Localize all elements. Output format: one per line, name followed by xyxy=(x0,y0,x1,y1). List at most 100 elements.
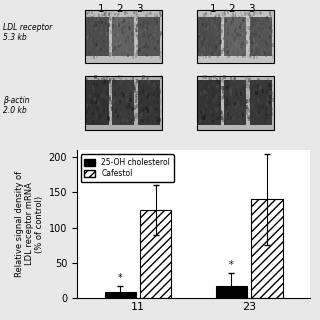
Bar xyxy=(98,79,100,83)
Bar xyxy=(136,34,138,37)
Bar xyxy=(206,37,208,41)
Bar xyxy=(212,107,215,111)
Bar xyxy=(154,109,156,113)
Bar xyxy=(233,94,236,98)
Bar xyxy=(230,86,232,90)
Bar xyxy=(116,28,118,31)
Bar xyxy=(127,20,129,24)
Bar xyxy=(258,107,260,111)
Bar xyxy=(92,111,94,115)
Bar xyxy=(155,97,157,100)
Bar xyxy=(124,26,126,29)
Bar xyxy=(149,106,152,110)
Bar xyxy=(256,39,258,43)
Bar xyxy=(212,94,214,98)
Bar xyxy=(149,24,151,28)
Bar xyxy=(117,115,119,118)
Bar xyxy=(136,25,138,29)
Bar xyxy=(142,75,145,79)
Bar xyxy=(207,108,209,112)
Bar xyxy=(158,21,160,25)
Bar xyxy=(90,45,92,49)
Bar xyxy=(92,24,94,27)
Bar xyxy=(244,47,245,50)
Bar xyxy=(128,53,130,57)
Bar xyxy=(198,35,200,38)
Bar xyxy=(140,83,142,87)
Bar xyxy=(209,100,212,104)
Bar xyxy=(268,23,269,27)
Bar xyxy=(255,40,257,44)
Bar xyxy=(158,80,160,84)
Bar xyxy=(129,98,132,102)
Bar xyxy=(226,40,228,44)
Bar xyxy=(237,114,239,118)
Bar xyxy=(98,14,100,17)
Bar xyxy=(226,32,228,35)
Bar xyxy=(254,18,256,22)
Bar xyxy=(131,106,133,109)
Bar xyxy=(131,32,133,35)
Bar xyxy=(202,23,204,27)
Bar xyxy=(90,22,92,25)
Bar xyxy=(245,100,247,104)
Bar xyxy=(223,115,226,119)
Bar xyxy=(112,17,134,56)
Bar xyxy=(263,52,265,55)
Bar xyxy=(232,104,234,108)
Bar xyxy=(138,81,140,85)
Bar xyxy=(221,24,223,28)
Bar xyxy=(125,24,127,28)
Bar xyxy=(265,45,267,49)
Bar xyxy=(226,16,228,20)
Bar xyxy=(222,118,224,122)
Bar xyxy=(144,35,146,39)
Bar xyxy=(247,78,249,82)
Bar xyxy=(225,80,228,84)
Bar xyxy=(135,95,137,99)
Bar xyxy=(249,44,251,48)
Bar xyxy=(92,112,94,116)
Bar xyxy=(253,90,256,93)
Bar xyxy=(95,114,98,118)
Bar xyxy=(136,14,138,17)
Bar xyxy=(129,18,131,22)
Bar xyxy=(255,21,257,25)
Bar xyxy=(98,101,100,105)
Bar xyxy=(238,25,240,29)
Bar xyxy=(149,113,152,117)
Bar xyxy=(124,82,126,85)
Bar xyxy=(101,83,104,86)
Bar xyxy=(203,27,205,31)
Bar xyxy=(256,23,258,27)
Bar xyxy=(144,37,146,40)
Bar xyxy=(117,92,119,96)
Bar xyxy=(227,28,229,31)
Bar xyxy=(98,43,100,47)
Bar xyxy=(222,48,224,51)
Bar xyxy=(92,35,93,38)
Bar xyxy=(220,110,222,114)
Bar xyxy=(127,103,129,107)
Bar xyxy=(270,25,272,29)
Bar xyxy=(153,100,156,104)
Bar xyxy=(220,96,223,100)
Bar xyxy=(140,18,142,21)
Bar xyxy=(108,12,110,16)
Bar xyxy=(238,93,241,97)
Bar xyxy=(86,95,89,99)
Bar xyxy=(239,16,241,20)
Bar xyxy=(115,102,117,106)
Bar xyxy=(245,31,247,34)
Bar xyxy=(104,14,106,18)
Bar xyxy=(200,48,202,52)
Bar xyxy=(272,92,274,96)
Bar xyxy=(227,112,229,116)
Bar xyxy=(232,78,234,82)
Bar xyxy=(201,53,203,57)
Bar xyxy=(143,36,145,40)
Bar xyxy=(125,118,128,122)
Bar xyxy=(216,108,218,112)
Bar xyxy=(129,118,131,123)
Bar xyxy=(95,27,97,31)
